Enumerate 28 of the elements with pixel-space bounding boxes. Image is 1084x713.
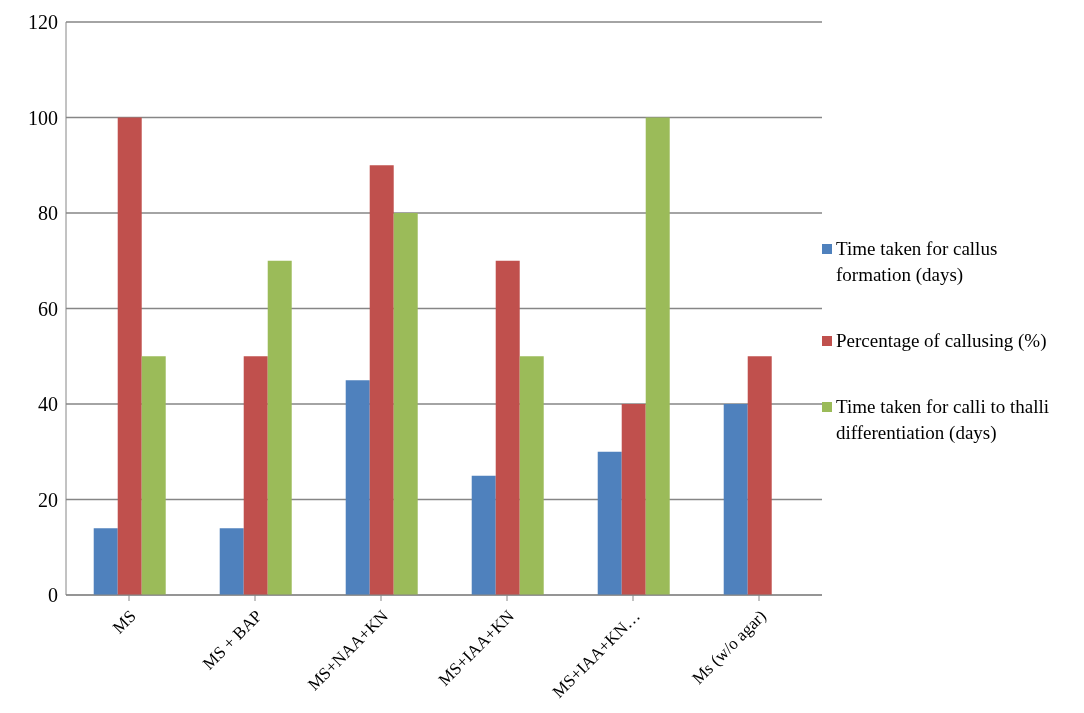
legend-label: Time taken for calli to thalli differentiation (days) bbox=[836, 394, 1050, 445]
x-tick-label: MS bbox=[109, 606, 140, 638]
bar bbox=[393, 213, 418, 595]
bar bbox=[243, 356, 268, 595]
bar bbox=[117, 117, 142, 595]
bar bbox=[141, 356, 166, 595]
y-tick-label: 80 bbox=[38, 202, 58, 225]
bar bbox=[723, 404, 748, 595]
bar bbox=[495, 260, 520, 595]
y-tick-label: 120 bbox=[28, 11, 58, 34]
bar bbox=[621, 404, 646, 595]
bar bbox=[345, 380, 370, 595]
y-tick-label: 0 bbox=[48, 584, 58, 607]
bar bbox=[645, 117, 670, 595]
bar bbox=[267, 260, 292, 595]
bar bbox=[471, 475, 496, 595]
bar bbox=[369, 165, 394, 595]
y-tick-label: 100 bbox=[28, 106, 58, 129]
bar bbox=[93, 528, 118, 595]
bar bbox=[219, 528, 244, 595]
y-tick-label: 40 bbox=[38, 393, 58, 416]
y-tick-label: 20 bbox=[38, 488, 58, 511]
legend-label: Time taken for callus formation (days) bbox=[836, 236, 999, 287]
y-tick-label: 60 bbox=[38, 297, 58, 320]
legend-label: Percentage of callusing (%) bbox=[836, 328, 1048, 353]
bar bbox=[747, 356, 772, 595]
bar bbox=[597, 451, 622, 595]
bar bbox=[519, 356, 544, 595]
